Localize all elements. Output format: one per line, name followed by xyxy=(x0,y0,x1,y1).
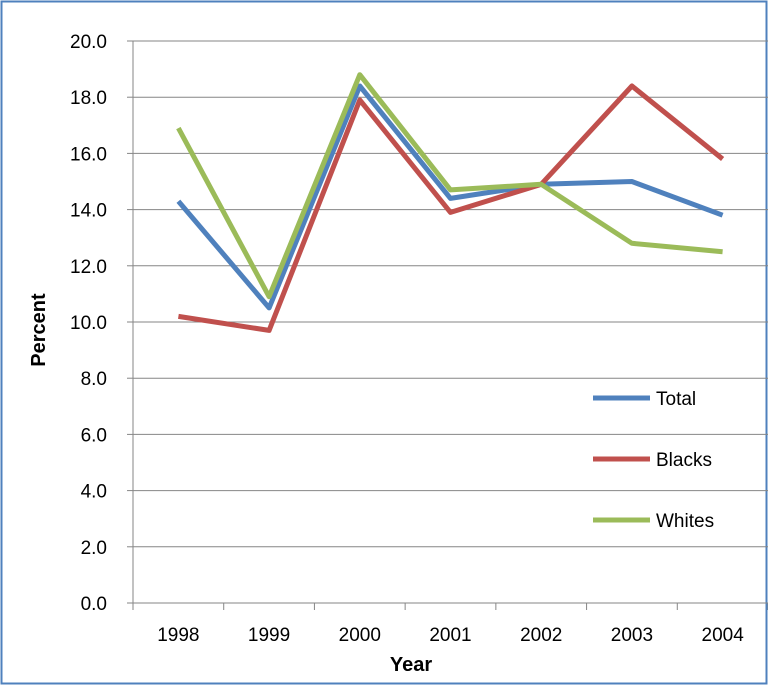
y-tick-label: 2.0 xyxy=(81,538,107,559)
legend-label-blacks: Blacks xyxy=(656,450,712,471)
y-tick-label: 14.0 xyxy=(70,201,107,222)
legend-label-whites: Whites xyxy=(656,511,714,532)
x-tick-label: 1999 xyxy=(248,625,290,646)
series-line-total xyxy=(176,83,724,311)
y-tick-label: 12.0 xyxy=(70,257,107,278)
x-tick-label: 2001 xyxy=(429,625,471,646)
x-tick-labels: 1998 1999 2000 2001 2002 2003 2004 xyxy=(157,625,744,646)
gridlines xyxy=(133,40,768,548)
x-axis-title: Year xyxy=(390,654,432,676)
series-line-blacks xyxy=(178,83,725,333)
x-tick-label: 2004 xyxy=(702,625,745,646)
y-tick-label: 16.0 xyxy=(70,144,107,165)
x-tick-label: 2003 xyxy=(611,625,653,646)
y-tick-label: 4.0 xyxy=(81,482,107,503)
series-line-whites xyxy=(176,72,723,300)
x-tick-label: 1998 xyxy=(157,625,199,646)
series-lines xyxy=(176,72,725,333)
x-tick-label: 2000 xyxy=(339,625,381,646)
x-tick-label: 2002 xyxy=(520,625,562,646)
y-axis-title: Percent xyxy=(28,293,50,367)
y-tick-label: 20.0 xyxy=(70,32,107,53)
y-tick-label: 18.0 xyxy=(70,88,107,109)
y-tick-label: 6.0 xyxy=(81,425,107,446)
y-tick-label: 10.0 xyxy=(70,313,107,334)
y-tick-labels: 0.0 2.0 4.0 6.0 8.0 10.0 12.0 14.0 16.0 18.0 20.0 xyxy=(70,32,107,615)
y-tick-label: 0.0 xyxy=(81,594,107,615)
axes xyxy=(127,40,768,610)
legend-label-total: Total xyxy=(656,389,696,410)
y-tick-label: 8.0 xyxy=(81,369,107,390)
legend: Total Blacks Whites xyxy=(593,389,714,532)
